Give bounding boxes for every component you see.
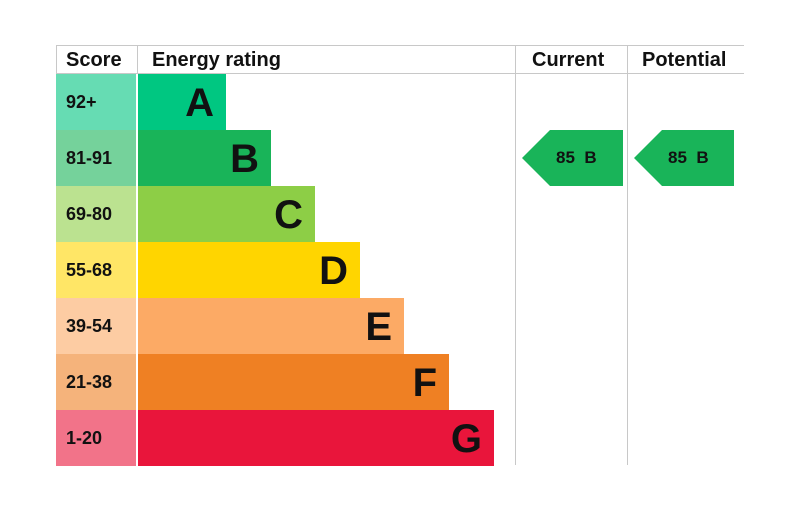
- band-bar-a: A: [138, 74, 226, 130]
- header-divider: [56, 73, 744, 74]
- potential-arrow-shape: [634, 130, 734, 186]
- band-bar-f: F: [138, 354, 449, 410]
- band-bar-e: E: [138, 298, 404, 354]
- left-border: [56, 45, 57, 73]
- potential-rating-arrow: 85 B: [634, 130, 734, 186]
- band-letter-g: G: [450, 417, 482, 461]
- score-divider: [137, 45, 138, 73]
- band-letter-d: D: [319, 249, 348, 293]
- potential-header: Potential: [642, 49, 727, 71]
- top-border: [56, 45, 744, 46]
- band-letter-b: B: [230, 137, 259, 181]
- current-arrow-shape: [522, 130, 623, 186]
- current-rating-arrow: 85 B: [522, 130, 623, 186]
- score-cell-f: 21-38: [56, 354, 136, 410]
- potential-rating-label: 85 B: [668, 148, 709, 167]
- band-bar-c: C: [138, 186, 315, 242]
- band-bar-g: G: [138, 410, 494, 466]
- potential-divider: [627, 45, 628, 465]
- score-cell-c: 69-80: [56, 186, 136, 242]
- band-letter-e: E: [365, 305, 392, 349]
- current-divider: [515, 45, 516, 465]
- score-header: Score: [66, 49, 122, 71]
- band-bar-b: B: [138, 130, 271, 186]
- band-bar-d: D: [138, 242, 360, 298]
- score-cell-a: 92+: [56, 74, 136, 130]
- rating-header: Energy rating: [152, 49, 281, 71]
- current-header: Current: [532, 49, 605, 71]
- band-letter-c: C: [274, 193, 303, 237]
- band-letter-a: A: [185, 81, 214, 125]
- score-cell-d: 55-68: [56, 242, 136, 298]
- band-letter-f: F: [412, 361, 437, 405]
- current-rating-label: 85 B: [556, 148, 597, 167]
- score-cell-e: 39-54: [56, 298, 136, 354]
- score-cell-g: 1-20: [56, 410, 136, 466]
- score-cell-b: 81-91: [56, 130, 136, 186]
